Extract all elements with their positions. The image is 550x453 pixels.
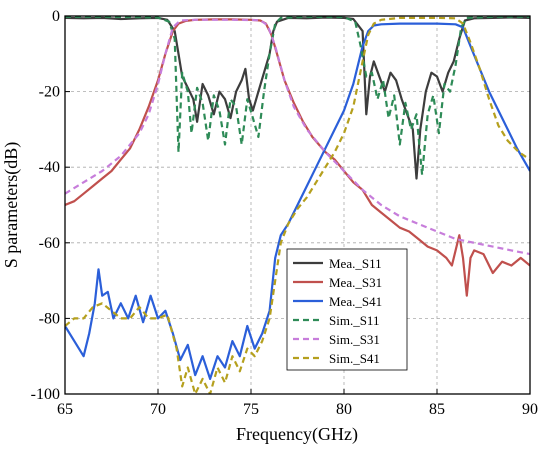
y-tick-labels: 0 -20 -40 -60 -80 -100 (31, 8, 60, 403)
y-tick-label: -20 (39, 84, 60, 101)
legend-label-mea-s31: Mea._S31 (329, 275, 382, 290)
legend-label-mea-s41: Mea._S41 (329, 294, 382, 309)
legend-label-sim-s31: Sim._S31 (329, 332, 380, 347)
series-line-sim-s31 (65, 18, 530, 256)
x-tick-label: 70 (150, 401, 166, 418)
plot-frame (64, 15, 531, 395)
legend-box (286, 248, 408, 371)
x-tick-label: 85 (429, 401, 445, 418)
y-tick-label: -60 (39, 235, 60, 252)
x-tick-label: 90 (522, 401, 538, 418)
series-line-mea-s31 (65, 18, 530, 297)
y-axis-title: S parameters(dB) (1, 142, 22, 268)
series-lines (65, 16, 530, 394)
x-tick-labels: 65 70 75 80 85 90 (57, 401, 538, 418)
series-line-sim-s41 (65, 16, 530, 394)
y-tick-label: -100 (31, 386, 60, 403)
axis-ticks (64, 15, 531, 395)
legend-label-mea-s11: Mea._S11 (329, 256, 382, 271)
legend-label-sim-s11: Sim._S11 (329, 313, 379, 328)
legend-label-sim-s41: Sim._S41 (329, 351, 380, 366)
x-tick-label: 75 (243, 401, 259, 418)
y-tick-label: -40 (39, 159, 60, 176)
series-line-mea-s41 (65, 22, 530, 380)
x-tick-label: 65 (57, 401, 73, 418)
legend: Mea._S11 Mea._S31 Mea._S41 Sim._S11 Sim._S31… (286, 248, 408, 371)
x-axis-title: Frequency(GHz) (236, 424, 358, 445)
x-tick-label: 80 (336, 401, 352, 418)
y-tick-label: -80 (39, 310, 60, 327)
series-line-sim-s11 (65, 16, 530, 176)
y-tick-label: 0 (52, 8, 60, 25)
